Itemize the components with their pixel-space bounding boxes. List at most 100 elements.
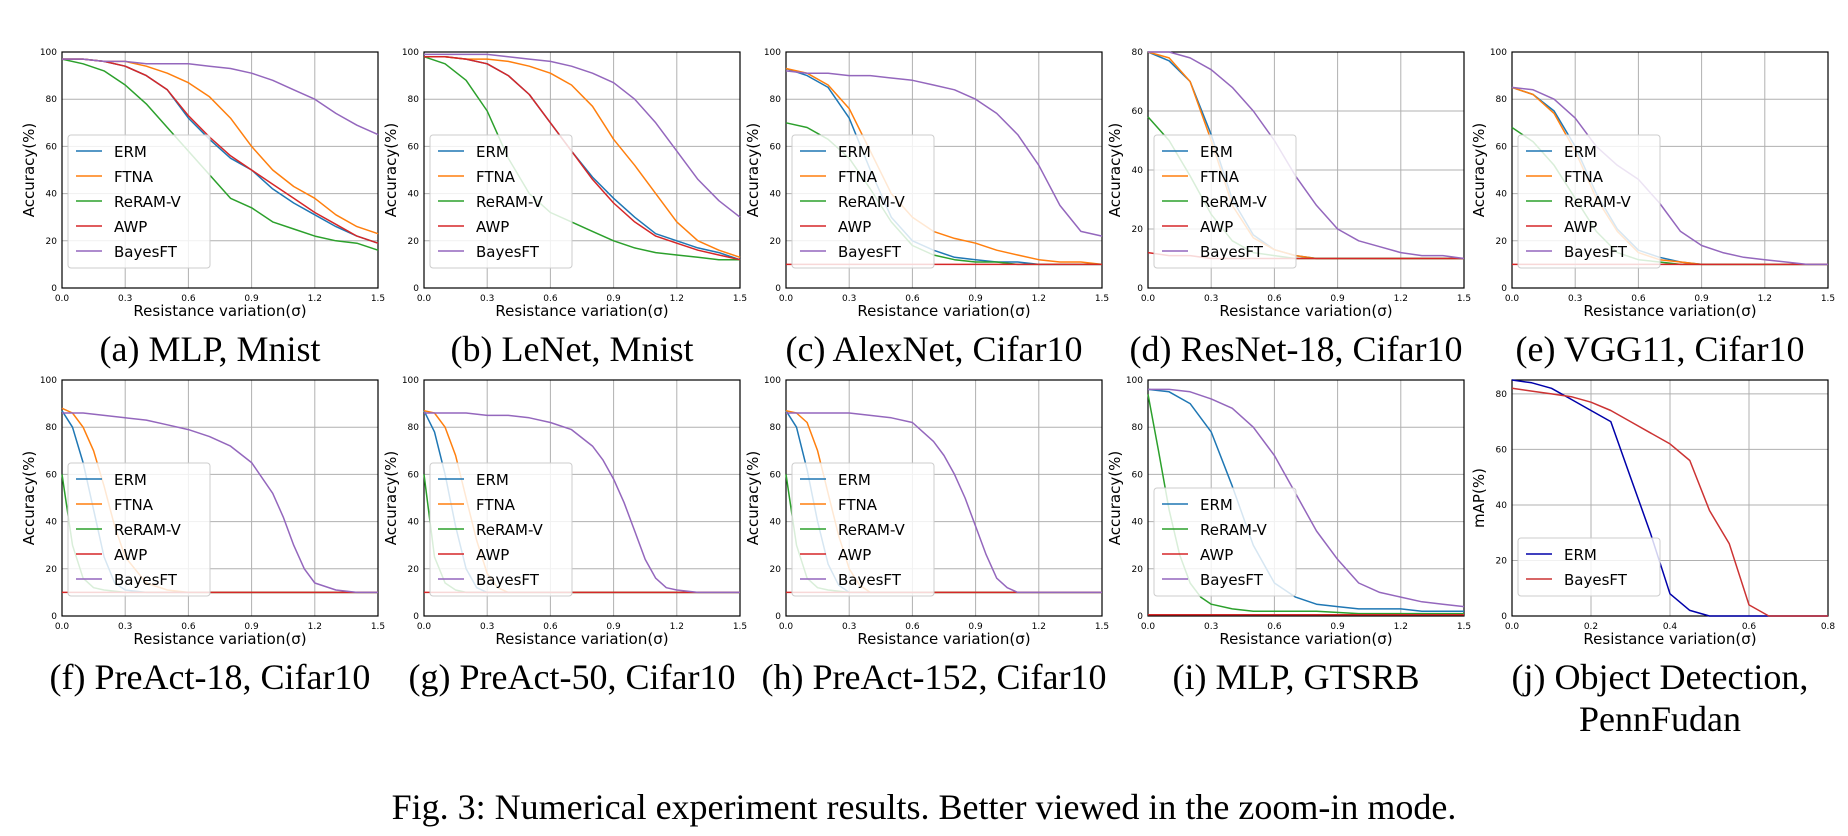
y-tick-label: 40 <box>408 190 420 200</box>
legend-label: ReRAM-V <box>114 193 182 211</box>
legend-label: ERM <box>476 143 509 161</box>
series-line-reram-v <box>423 55 740 261</box>
series-line-erm <box>1147 388 1464 613</box>
x-axis-label: Resistance variation(σ) <box>857 630 1030 648</box>
x-tick-label: 0.3 <box>480 294 494 304</box>
y-tick-label: 60 <box>46 470 58 480</box>
x-tick-label: 0.0 <box>417 622 432 632</box>
legend-label: ERM <box>1200 143 1233 161</box>
x-tick-label: 1.2 <box>670 294 684 304</box>
x-axis-label: Resistance variation(σ) <box>857 302 1030 320</box>
legend-label: BayesFT <box>1200 243 1264 261</box>
y-axis-label: Accuracy(%) <box>1470 123 1488 217</box>
plot-frame <box>423 379 741 617</box>
subplot-caption: (e) VGG11, Cifar10 <box>1515 329 1805 369</box>
legend-label: AWP <box>476 546 509 564</box>
x-tick-label: 0.6 <box>543 622 558 632</box>
legend-label: ReRAM-V <box>1200 521 1268 539</box>
x-axis-label: Resistance variation(σ) <box>495 630 668 648</box>
y-tick-label: 0 <box>1137 284 1143 294</box>
y-axis-label: Accuracy(%) <box>382 123 400 217</box>
x-tick-label: 0.8 <box>1821 622 1836 632</box>
x-tick-label: 0.6 <box>905 294 920 304</box>
y-tick-label: 20 <box>408 237 420 247</box>
x-tick-label: 0.3 <box>842 622 856 632</box>
legend-box <box>1517 134 1661 269</box>
series-line-ftna <box>424 55 741 259</box>
y-tick-label: 100 <box>402 48 419 58</box>
legend-label: AWP <box>476 218 509 236</box>
y-tick-label: 0 <box>1137 612 1143 622</box>
y-tick-label: 60 <box>46 142 58 152</box>
x-tick-label: 0.0 <box>1141 622 1156 632</box>
series-line-bayesft <box>1511 387 1828 617</box>
subplot-2: 0.0 0.3 0.6 0.9 1.2 1.5 0 20 40 60 80 100 Resistance… <box>382 48 747 320</box>
y-tick-label: 60 <box>770 142 782 152</box>
legend-label: BayesFT <box>476 571 540 589</box>
x-tick-label: 1.2 <box>308 622 322 632</box>
legend-box <box>67 462 211 597</box>
y-axis-label: mAP(%) <box>1470 468 1488 528</box>
x-tick-label: 0.0 <box>779 294 794 304</box>
legend-label: FTNA <box>476 168 516 186</box>
y-tick-label: 0 <box>51 612 57 622</box>
y-tick-label: 40 <box>770 190 782 200</box>
subplot-caption: (d) ResNet-18, Cifar10 <box>1129 329 1463 369</box>
y-tick-label: 80 <box>408 95 420 105</box>
series-line-bayesft <box>1148 51 1465 260</box>
y-axis-label: Accuracy(%) <box>1106 451 1124 545</box>
plot-frame <box>785 51 1103 289</box>
y-tick-label: 100 <box>40 48 57 58</box>
series-line-bayesft <box>785 70 1103 237</box>
y-tick-label: 60 <box>1132 470 1144 480</box>
legend-label: ReRAM-V <box>476 521 544 539</box>
subplot-1: 0.0 0.3 0.6 0.9 1.2 1.5 0 20 40 60 80 100 Resistance… <box>20 48 385 320</box>
x-tick-label: 1.5 <box>371 622 385 632</box>
x-axis-label: Resistance variation(σ) <box>1219 302 1392 320</box>
figure-caption: Fig. 3: Numerical experiment results. Be… <box>391 787 1457 827</box>
legend-label: ReRAM-V <box>838 521 906 539</box>
plot-frame <box>61 51 379 289</box>
y-tick-label: 100 <box>40 376 57 386</box>
y-tick-label: 80 <box>1496 390 1508 400</box>
legend-label: FTNA <box>476 496 516 514</box>
x-tick-label: 1.5 <box>733 622 747 632</box>
legend-label: BayesFT <box>1564 243 1628 261</box>
legend-label: BayesFT <box>1564 571 1628 589</box>
y-tick-label: 20 <box>1132 565 1144 575</box>
x-tick-label: 0.3 <box>118 622 132 632</box>
legend-box <box>67 134 211 269</box>
y-tick-label: 40 <box>46 518 58 528</box>
x-tick-label: 0.6 <box>543 294 558 304</box>
x-tick-label: 0.6 <box>181 622 196 632</box>
x-tick-label: 0.6 <box>1742 622 1757 632</box>
y-tick-label: 80 <box>770 423 782 433</box>
legend-label: FTNA <box>1564 168 1604 186</box>
y-axis-label: Accuracy(%) <box>20 451 38 545</box>
y-tick-label: 60 <box>408 470 420 480</box>
x-tick-label: 1.2 <box>670 622 684 632</box>
x-tick-label: 0.0 <box>1505 622 1520 632</box>
x-tick-label: 0.9 <box>1330 622 1345 632</box>
x-axis-label: Resistance variation(σ) <box>495 302 668 320</box>
y-tick-label: 0 <box>413 612 419 622</box>
y-tick-label: 20 <box>1496 237 1508 247</box>
series-line-awp <box>62 58 379 244</box>
x-tick-label: 1.2 <box>1032 294 1046 304</box>
x-tick-label: 0.0 <box>417 294 432 304</box>
y-tick-label: 80 <box>408 423 420 433</box>
legend-label: AWP <box>114 218 147 236</box>
series-line-reram-v <box>61 58 379 251</box>
y-tick-label: 100 <box>764 376 781 386</box>
plot-frame <box>1147 51 1465 289</box>
subplot-caption: (b) LeNet, Mnist <box>450 329 694 369</box>
subplot-caption: (g) PreAct-50, Cifar10 <box>408 657 736 697</box>
y-tick-label: 100 <box>1490 48 1507 58</box>
series-line-erm <box>1511 379 1828 617</box>
y-axis-label: Accuracy(%) <box>382 451 400 545</box>
x-tick-label: 1.5 <box>1095 622 1109 632</box>
legend: ERM FTNA ReRAM-V AWP BayesFT <box>429 462 573 597</box>
y-axis-label: Accuracy(%) <box>1106 123 1124 217</box>
y-tick-label: 40 <box>1496 501 1508 511</box>
